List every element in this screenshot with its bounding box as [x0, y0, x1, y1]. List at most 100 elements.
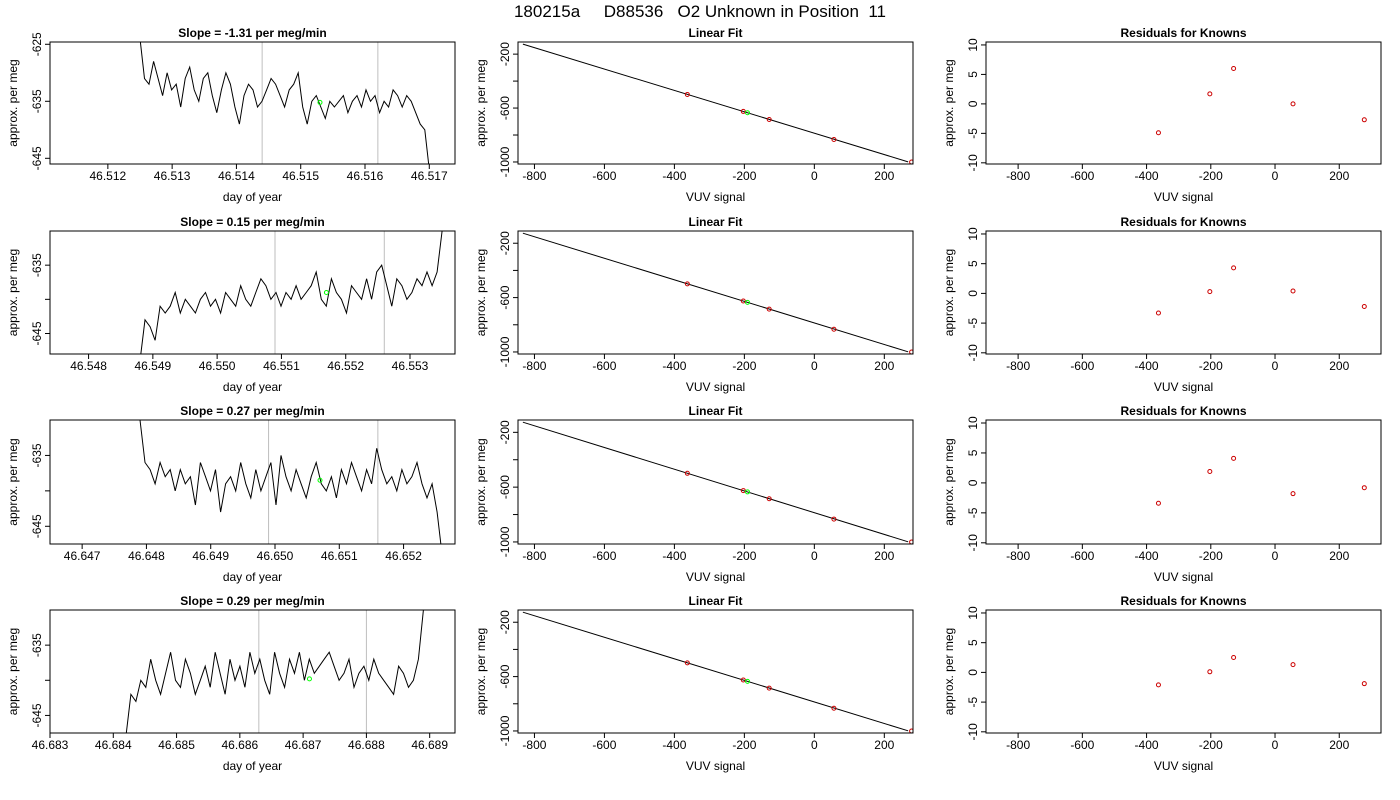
x-tick-label: -600 — [592, 738, 616, 752]
x-tick-label: -400 — [1135, 549, 1159, 563]
x-tick-label: -600 — [1070, 169, 1094, 183]
residual-point — [1361, 485, 1367, 491]
unknown-point — [745, 489, 751, 495]
panel-1-1: Slope = -1.31 per meg/min 46.512 46.513 46.… — [6, 26, 456, 204]
x-tick-label: -400 — [1135, 738, 1159, 752]
x-tick-label: -200 — [1199, 169, 1223, 183]
x-tick-label: -400 — [1135, 359, 1159, 373]
x-tick-label: 46.517 — [411, 169, 448, 183]
x-tick-label: -800 — [522, 549, 546, 563]
known-point — [740, 298, 746, 304]
known-point — [831, 705, 837, 711]
x-tick-label: 0 — [1272, 549, 1279, 563]
plot-frame — [985, 419, 1382, 545]
residual-point — [1155, 500, 1161, 506]
panel-3-2: Linear Fit -800 -600 -400 -200 0 200 -1000 -600 -… — [474, 404, 914, 584]
y-tick-label: -5 — [966, 317, 980, 328]
plot-frame — [517, 41, 914, 165]
x-tick-label: 0 — [811, 738, 818, 752]
x-tick-label: 200 — [874, 359, 894, 373]
residual-point — [1361, 681, 1367, 687]
unknown-point — [745, 678, 751, 684]
residual-point — [1207, 669, 1213, 675]
x-tick-label: 200 — [1329, 169, 1349, 183]
x-tick-label: -800 — [522, 359, 546, 373]
y-tick-label: -625 — [30, 32, 44, 56]
y-tick-label: -635 — [30, 633, 44, 657]
x-tick-label: 46.550 — [199, 359, 236, 373]
x-tick-label: -600 — [1070, 549, 1094, 563]
y-axis-label: approx. per meg — [942, 249, 956, 336]
y-tick-label: 5 — [966, 260, 980, 267]
unknown-point — [306, 676, 312, 682]
x-tick-label: -800 — [1006, 359, 1030, 373]
plot-area — [139, 420, 442, 544]
y-axis-label: approx. per meg — [942, 438, 956, 525]
fit-line — [522, 43, 909, 163]
y-tick-label: -635 — [30, 443, 44, 467]
x-tick-label: -600 — [592, 359, 616, 373]
plot-area — [522, 421, 913, 544]
y-tick-label: -1000 — [498, 336, 512, 367]
x-tick-label: -200 — [732, 738, 756, 752]
x-tick-label: 46.549 — [135, 359, 172, 373]
residual-point — [1155, 682, 1161, 688]
signal-trace — [125, 610, 424, 733]
x-axis-label: VUV signal — [686, 570, 745, 584]
y-axis-label: approx. per meg — [6, 628, 20, 715]
x-tick-label: 0 — [1272, 738, 1279, 752]
panel-title: Slope = 0.15 per meg/min — [180, 215, 324, 229]
x-tick-label: -600 — [592, 169, 616, 183]
panel-title: Linear Fit — [688, 215, 742, 229]
y-tick-label: 10 — [966, 416, 980, 430]
x-tick-label: 46.683 — [32, 738, 69, 752]
known-point — [740, 488, 746, 494]
x-tick-label: 0 — [811, 549, 818, 563]
x-tick-label: 46.551 — [263, 359, 300, 373]
panel-3-3: Residuals for Knowns -800 -600 -400 -200 0 200… — [942, 404, 1382, 584]
x-tick-label: -800 — [1006, 738, 1030, 752]
y-tick-label: -635 — [30, 89, 44, 113]
x-tick-label: 0 — [1272, 359, 1279, 373]
x-axis-label: day of year — [223, 380, 282, 394]
y-axis-label: approx. per meg — [474, 249, 488, 336]
x-tick-label: -600 — [1070, 738, 1094, 752]
x-tick-label: 46.553 — [392, 359, 429, 373]
y-tick-label: -10 — [966, 723, 980, 741]
x-tick-label: -200 — [1199, 738, 1223, 752]
y-tick-label: -600 — [498, 475, 512, 499]
x-tick-label: -600 — [1070, 359, 1094, 373]
y-tick-label: -600 — [498, 285, 512, 309]
plot-frame — [985, 230, 1382, 355]
x-tick-label: -600 — [592, 549, 616, 563]
plot-area — [125, 610, 424, 733]
unknown-point — [745, 299, 751, 305]
y-tick-label: -200 — [498, 420, 512, 444]
y-tick-label: -200 — [498, 231, 512, 255]
panel-4-1: Slope = 0.29 per meg/min 46.683 46.684 46.6… — [6, 594, 456, 773]
residual-point — [1207, 469, 1213, 475]
x-tick-label: -200 — [732, 549, 756, 563]
panel-title: Slope = 0.27 per meg/min — [180, 404, 324, 418]
signal-trace — [140, 231, 443, 354]
x-tick-label: 46.651 — [321, 549, 358, 563]
y-tick-label: -200 — [498, 610, 512, 634]
known-point — [766, 685, 772, 691]
panel-title: Residuals for Knowns — [1120, 26, 1246, 40]
plot-frame — [985, 41, 1382, 165]
fit-line — [522, 232, 909, 353]
known-point — [684, 470, 690, 476]
plot-area — [522, 43, 913, 164]
known-point — [684, 660, 690, 666]
x-tick-label: 46.512 — [90, 169, 127, 183]
x-tick-label: 200 — [874, 549, 894, 563]
y-axis-label: approx. per meg — [6, 59, 20, 146]
x-axis-label: day of year — [223, 570, 282, 584]
fit-line — [522, 421, 909, 543]
x-tick-label: -200 — [1199, 549, 1223, 563]
x-axis-label: VUV signal — [1154, 759, 1213, 773]
y-tick-label: -635 — [30, 253, 44, 277]
y-tick-label: 5 — [966, 639, 980, 646]
y-axis-label: approx. per meg — [6, 249, 20, 336]
